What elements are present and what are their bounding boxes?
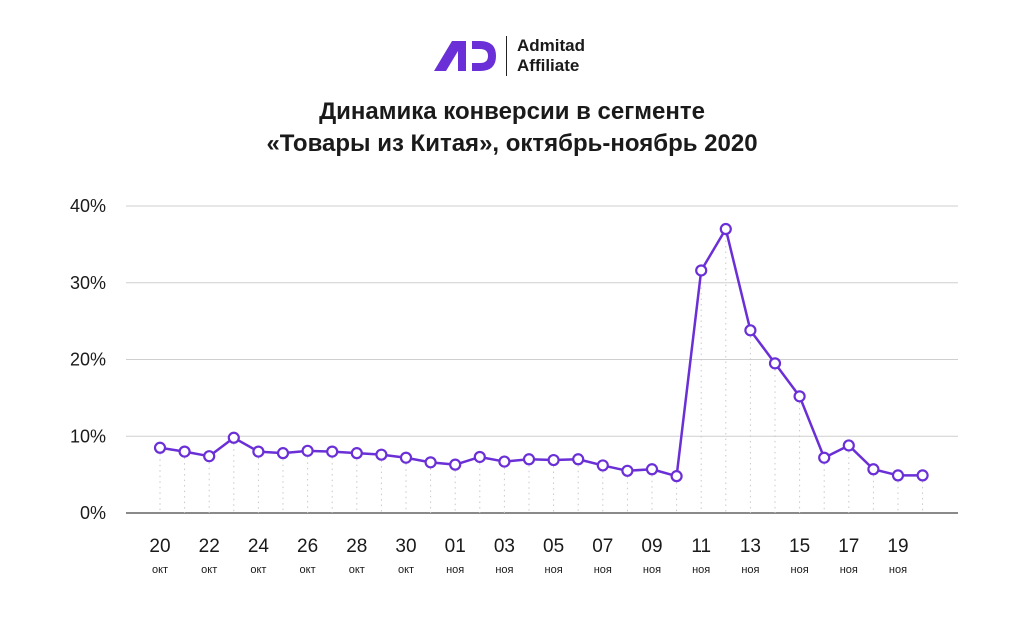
brand-name: Admitad Affiliate [517,36,585,76]
data-point [596,459,609,472]
series-conversion [153,222,929,483]
data-point [424,456,437,469]
brand-line-2: Affiliate [517,56,580,75]
data-point [498,455,511,468]
chart-title-line-2: «Товары из Китая», октябрь-ноябрь 2020 [266,130,758,157]
x-tick-day: 15 [789,536,810,557]
x-tick-month: ноя [741,564,759,576]
brand-line-1: Admitad [517,36,585,55]
x-tick-month: окт [300,564,316,576]
x-tick-month: окт [250,564,266,576]
x-tick-month: окт [349,564,365,576]
brand-logo: Admitad Affiliate [432,34,585,78]
data-point [153,441,167,454]
x-tick-month: ноя [446,564,464,576]
x-tick-day: 03 [494,536,515,557]
x-tick-day: 13 [740,536,761,557]
data-point [891,469,905,482]
data-point [842,439,855,452]
data-point [276,447,290,460]
data-point [645,463,659,476]
y-tick-label: 20% [70,350,106,370]
droplines [159,235,924,513]
x-tick-day: 28 [346,536,367,557]
x-tick-month: ноя [889,564,907,576]
data-point [793,390,806,403]
data-point [916,469,929,482]
x-tick-day: 19 [887,536,908,557]
x-tick-day: 17 [838,536,859,557]
x-tick-day: 01 [445,536,466,557]
data-point [227,431,240,444]
x-tick-month: окт [201,564,217,576]
x-tick-month: ноя [545,564,563,576]
series-line [159,227,923,478]
data-point [449,458,462,471]
data-point [178,445,191,458]
x-tick-day: 30 [395,536,416,557]
x-tick-day: 07 [592,536,613,557]
y-tick-label: 0% [80,503,106,523]
y-axis-ticks: 0% 10% 20% 30% 40% [70,196,106,523]
x-tick-day: 09 [641,536,662,557]
data-point [572,453,585,466]
x-tick-day: 22 [199,536,220,557]
x-tick-day: 11 [691,536,711,557]
x-tick-day: 26 [297,536,318,557]
data-point [744,324,757,337]
chart-title-line-1: Динамика конверсии в сегменте [319,98,705,125]
x-tick-month: окт [152,564,168,576]
data-point [818,451,831,464]
data-point [203,450,216,463]
data-point [326,445,339,458]
admitad-logo-icon [434,41,496,71]
x-tick-month: окт [398,564,414,576]
logo-divider [506,36,507,76]
gridlines [126,205,958,514]
y-tick-label: 40% [70,196,106,216]
data-point [547,453,560,467]
x-tick-month: ноя [692,564,710,576]
x-tick-day: 24 [248,536,270,557]
x-tick-day: 05 [543,536,564,557]
data-point [301,444,314,457]
x-tick-month: ноя [594,564,612,576]
data-point [719,222,732,236]
data-point [768,357,782,370]
data-point [670,470,683,483]
data-point [350,447,363,460]
x-tick-month: ноя [791,564,809,576]
data-point [252,445,265,458]
data-point [375,448,388,461]
x-tick-month: ноя [643,564,661,576]
data-point [473,450,486,464]
data-point [867,463,880,476]
x-tick-day: 20 [149,536,170,557]
data-point [522,453,536,466]
data-point [695,264,708,277]
data-point [399,451,413,464]
chart-title: Динамика конверсии в сегменте «Товары из… [0,96,1024,160]
x-tick-month: ноя [495,564,513,576]
data-point [621,464,634,477]
x-axis-ticks: 20 окт 22 окт 24 окт 26 окт 28 окт 30 окт 01 ноя 03 ноя… [149,536,908,576]
y-tick-label: 30% [70,273,106,293]
y-tick-label: 10% [70,426,106,446]
x-tick-month: ноя [840,564,858,576]
